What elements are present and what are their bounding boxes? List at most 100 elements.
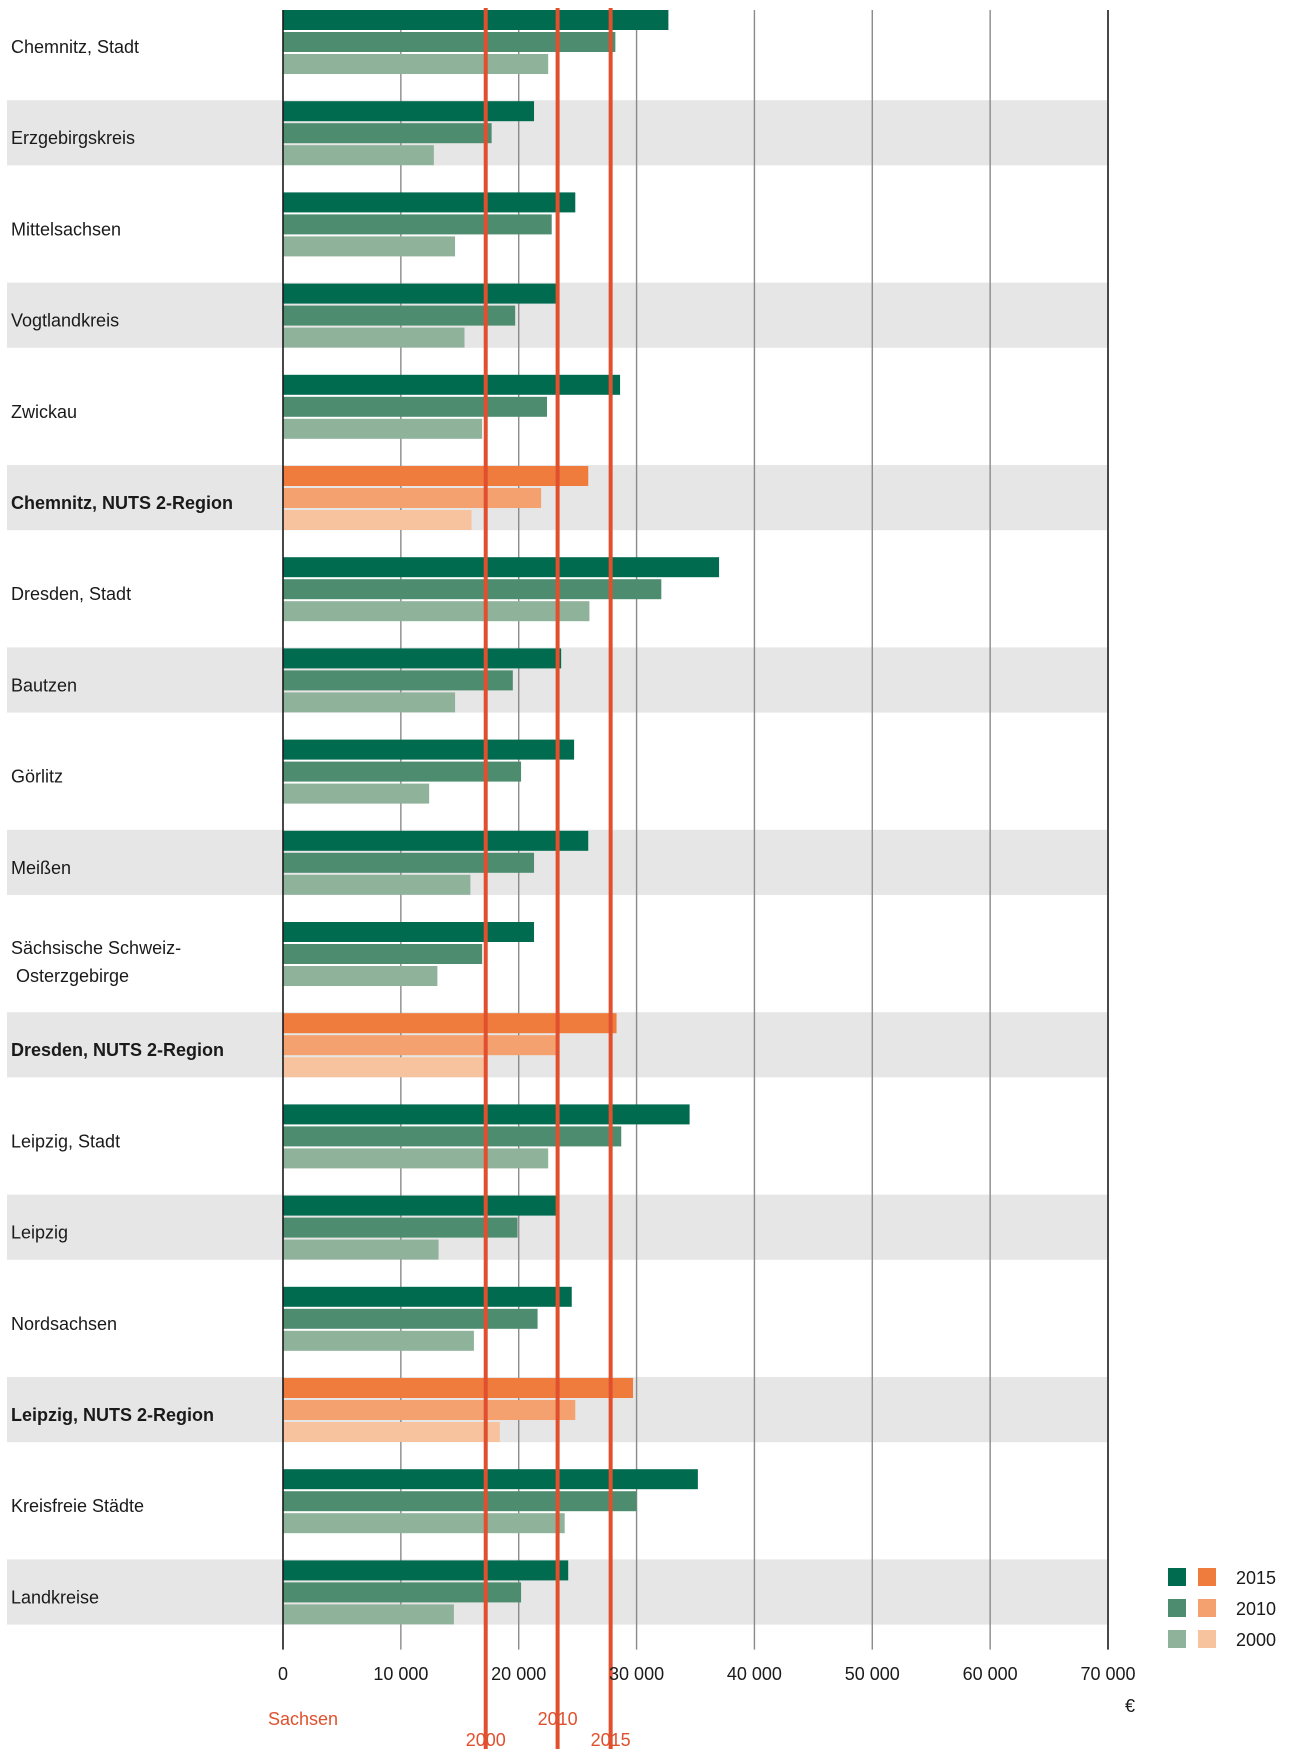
reference-line-label: 2010 xyxy=(538,1709,578,1729)
bar-2000 xyxy=(283,966,438,986)
bar-2010 xyxy=(283,579,662,600)
bar-2000 xyxy=(283,874,471,895)
legend: 2015 2010 2000 xyxy=(1168,1568,1276,1650)
category-label-line: Zwickau xyxy=(11,402,77,422)
category-label-line: Leipzig xyxy=(11,1223,68,1243)
bar-2010 xyxy=(283,32,616,52)
category-label: Görlitz xyxy=(11,767,63,787)
category-label-line: Nordsachsen xyxy=(11,1314,117,1334)
category-label-line: Landkreise xyxy=(11,1587,99,1607)
bar-2000 xyxy=(283,1604,454,1625)
reference-group-label: Sachsen xyxy=(268,1709,338,1729)
category-label-line: Bautzen xyxy=(11,675,77,695)
category-label: Erzgebirgskreis xyxy=(11,128,135,148)
bar-2010 xyxy=(283,1035,559,1056)
bar-2010 xyxy=(283,852,535,873)
bar-2010 xyxy=(283,1491,637,1512)
category-label-line: Meißen xyxy=(11,858,71,878)
bar-2015 xyxy=(283,922,535,942)
bar-2015 xyxy=(283,739,575,760)
tick-label: 10 000 xyxy=(373,1664,428,1684)
tick-labels: 0 10 000 20 000 30 000 40 000 50 000 60 000 70 … xyxy=(278,1664,1136,1684)
category-label: Leipzig, Stadt xyxy=(11,1131,120,1151)
tick-label: 0 xyxy=(278,1664,288,1684)
bar-2010 xyxy=(283,761,522,782)
tick-label: 20 000 xyxy=(491,1664,546,1684)
category-label: Chemnitz, NUTS 2-Region xyxy=(11,493,233,513)
bars xyxy=(283,10,720,1625)
bar-2010 xyxy=(283,1308,538,1329)
category-label: Meißen xyxy=(11,858,71,878)
tick-label: 60 000 xyxy=(963,1664,1018,1684)
legend-label: 2010 xyxy=(1236,1599,1276,1619)
unit-label: € xyxy=(1125,1696,1135,1716)
gridlines xyxy=(400,10,1109,1650)
category-label: Sächsische Schweiz- Osterzgebirge xyxy=(11,938,181,986)
category-label-line: Mittelsachsen xyxy=(11,219,121,239)
bar-2000 xyxy=(283,692,456,713)
tick-label: 70 000 xyxy=(1080,1664,1135,1684)
legend-swatch-kreis xyxy=(1168,1599,1186,1617)
category-label: Zwickau xyxy=(11,402,77,422)
bar-2010 xyxy=(283,944,483,964)
legend-label: 2015 xyxy=(1236,1568,1276,1588)
bar-2000 xyxy=(283,1330,474,1351)
bar-2000 xyxy=(283,54,549,74)
bar-2010 xyxy=(283,1126,622,1147)
legend-swatch-nuts2 xyxy=(1198,1630,1216,1648)
bar-2015 xyxy=(283,557,720,578)
bar-2010 xyxy=(283,305,516,326)
category-label-line: Osterzgebirge xyxy=(11,966,129,986)
bar-2015 xyxy=(283,10,669,30)
bar-2015 xyxy=(283,283,557,304)
bar-2000 xyxy=(283,1513,565,1534)
bar-2015 xyxy=(283,466,589,486)
legend-swatch-nuts2 xyxy=(1198,1568,1216,1586)
bar-2015 xyxy=(283,648,562,669)
bar-2000 xyxy=(283,1239,439,1260)
bar-2015 xyxy=(283,374,621,395)
bar-2000 xyxy=(283,1422,500,1442)
bar-2015 xyxy=(283,830,589,851)
tick-label: 40 000 xyxy=(727,1664,782,1684)
bar-2015 xyxy=(283,1469,698,1490)
bar-2015 xyxy=(283,101,535,122)
tick-label: 50 000 xyxy=(845,1664,900,1684)
legend-label: 2000 xyxy=(1236,1630,1276,1650)
bar-2015 xyxy=(283,1286,572,1307)
bar-2010 xyxy=(283,123,492,144)
bar-2000 xyxy=(283,1057,486,1078)
bar-2015 xyxy=(283,1195,557,1216)
bar-2000 xyxy=(283,418,483,439)
bar-2000 xyxy=(283,783,430,804)
category-label-line: Chemnitz, Stadt xyxy=(11,37,139,57)
category-label: Dresden, NUTS 2-Region xyxy=(11,1040,224,1060)
bar-2010 xyxy=(283,488,542,508)
category-label: Chemnitz, Stadt xyxy=(11,37,139,57)
category-label: Vogtlandkreis xyxy=(11,311,119,331)
category-label-line: Leipzig, NUTS 2-Region xyxy=(11,1405,214,1425)
reference-lines: 2000 2010 2015 xyxy=(466,8,631,1749)
category-label: Leipzig xyxy=(11,1223,68,1243)
reference-line-label: 2015 xyxy=(591,1730,631,1749)
category-label-line: Sächsische Schweiz- xyxy=(11,938,181,958)
category-label-line: Görlitz xyxy=(11,767,63,787)
category-label-line: Dresden, Stadt xyxy=(11,584,131,604)
bar-2015 xyxy=(283,1378,634,1398)
bar-2000 xyxy=(283,145,434,166)
bar-2000 xyxy=(283,236,456,257)
category-label-line: Vogtlandkreis xyxy=(11,311,119,331)
category-label: Mittelsachsen xyxy=(11,219,121,239)
tick-label: 30 000 xyxy=(609,1664,664,1684)
category-label-line: Leipzig, Stadt xyxy=(11,1131,120,1151)
legend-swatch-kreis xyxy=(1168,1568,1186,1586)
bar-2000 xyxy=(283,601,590,622)
bar-2015 xyxy=(283,1560,569,1581)
bar-2010 xyxy=(283,670,513,691)
category-label-line: Erzgebirgskreis xyxy=(11,128,135,148)
category-labels: Chemnitz, Stadt Erzgebirgskreis Mittelsach… xyxy=(11,37,233,1607)
legend-swatch-nuts2 xyxy=(1198,1599,1216,1617)
bar-2000 xyxy=(283,1148,549,1169)
bar-2000 xyxy=(283,327,465,348)
